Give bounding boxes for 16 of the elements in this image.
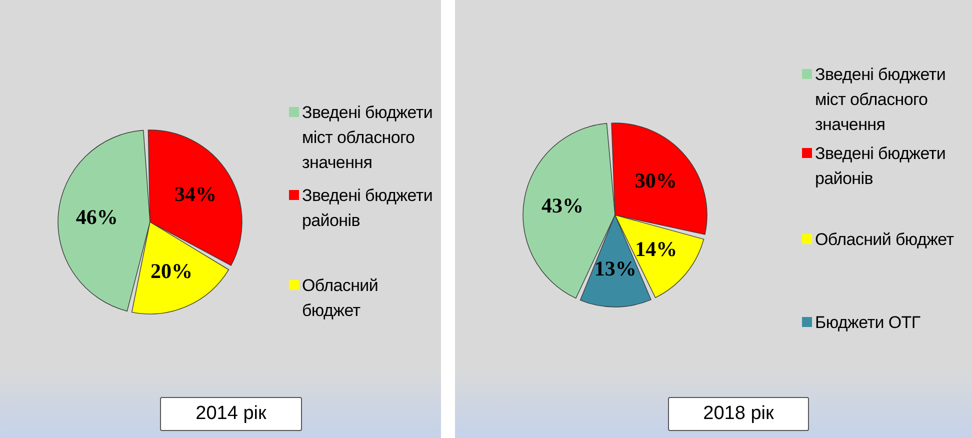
data-label: 30%: [634, 168, 677, 193]
text: 2018 рік: [668, 397, 809, 431]
text: 2014 рік: [160, 397, 302, 431]
legend-label: Зведені бюджети районів: [302, 186, 433, 230]
legend-label: Зведені бюджети міст обласного значення: [302, 103, 433, 172]
legend-label: Зведені бюджети районів: [815, 144, 946, 188]
data-label: 20%: [150, 258, 192, 283]
legend-label: Обласний бюджет: [302, 276, 378, 320]
legend-label: Зведені бюджети міст обласного значення: [815, 65, 946, 134]
legend-label: Бюджети ОТГ: [815, 313, 920, 332]
legend-label: Обласний бюджет: [815, 230, 954, 249]
data-label: 13%: [594, 256, 636, 280]
data-label: 14%: [635, 237, 678, 262]
data-label: 43%: [541, 194, 584, 218]
data-label: 34%: [174, 182, 217, 206]
data-label: 46%: [76, 205, 118, 230]
